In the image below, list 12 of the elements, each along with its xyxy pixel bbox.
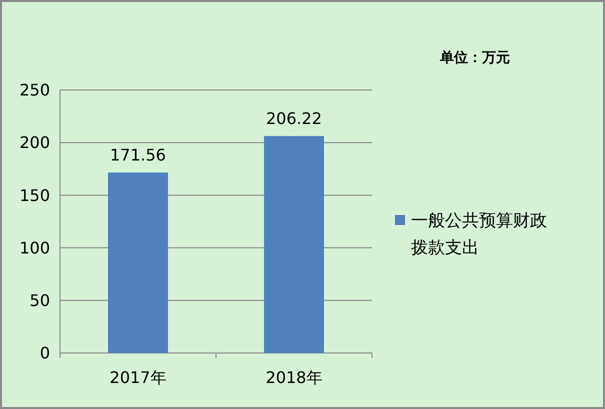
text: 单位：万元	[439, 50, 510, 66]
data-label: 206.22	[266, 109, 322, 128]
data-label: 171.56	[110, 146, 166, 165]
y-tick-label: 150	[19, 186, 50, 205]
y-tick-label: 100	[19, 238, 50, 258]
x-tick-label: 2018年	[266, 368, 322, 387]
x-tick-label: 2017年	[110, 368, 166, 387]
legend-label: 一般公共预算财政拨款支出	[411, 211, 547, 258]
y-tick-label: 0	[40, 344, 50, 363]
y-tick-label: 200	[19, 133, 50, 152]
y-tick-label: 50	[30, 291, 50, 310]
y-tick-label: 250	[19, 80, 50, 100]
